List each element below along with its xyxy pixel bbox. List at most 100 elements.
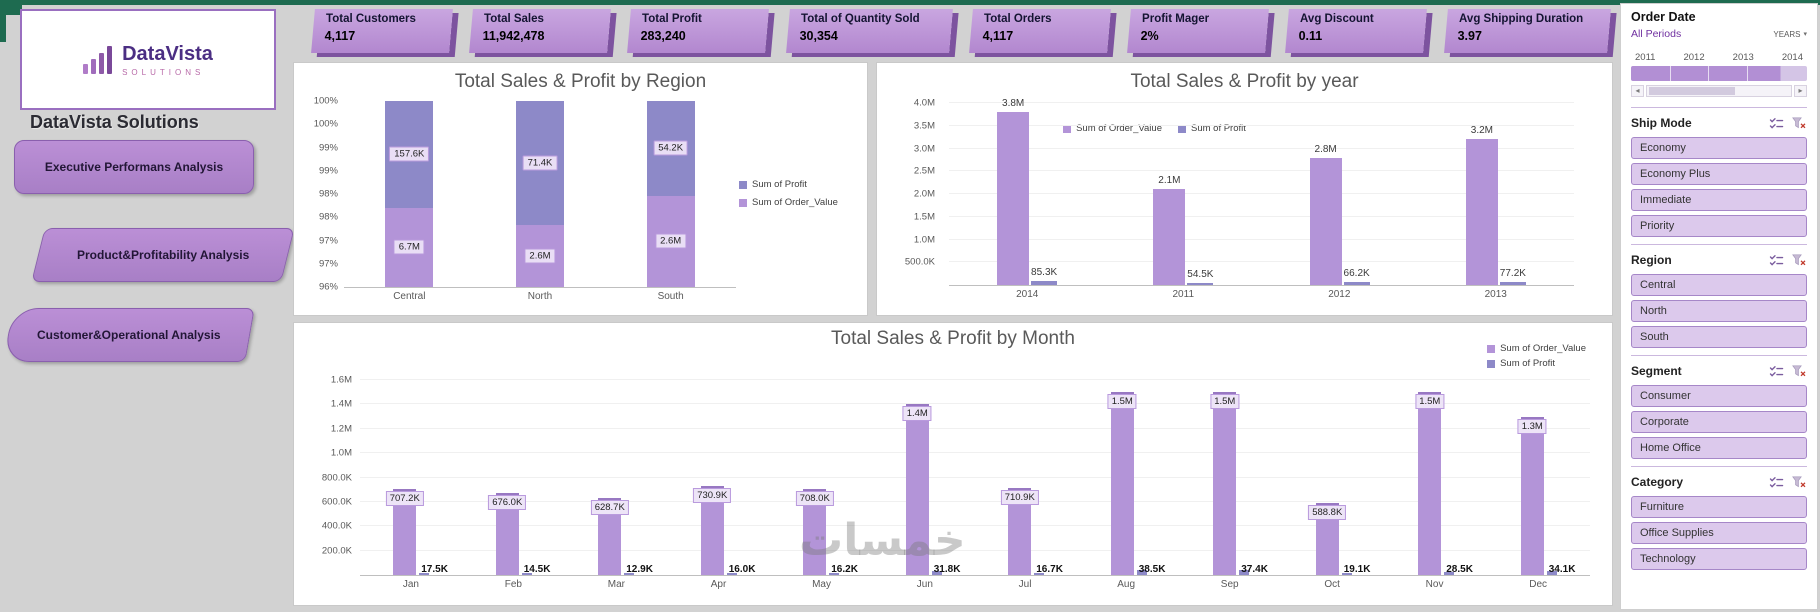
- multi-select-icon[interactable]: [1768, 364, 1785, 379]
- nav-button-executive-performans-analysis[interactable]: Executive Performans Analysis: [14, 140, 254, 194]
- order-value-bar: [1213, 392, 1237, 575]
- month-group-nov: 1.5M 28.5K: [1386, 380, 1486, 575]
- profit-bar: [1239, 570, 1250, 575]
- kpi-label: Avg Discount: [1300, 13, 1375, 25]
- chevron-down-icon: ▾: [1803, 31, 1807, 38]
- timeline-year-label: 2011: [1635, 52, 1656, 63]
- month-group-jan: 707.2K 17.5K: [361, 380, 461, 575]
- nav-button-product-profitability-analysis[interactable]: Product&Profitability Analysis: [31, 228, 295, 282]
- chart-month-title: Total Sales & Profit by Month: [831, 328, 1075, 349]
- slicer-item-office-supplies[interactable]: Office Supplies: [1631, 522, 1807, 544]
- clear-filter-icon[interactable]: [1790, 116, 1807, 131]
- slicer-item-economy[interactable]: Economy: [1631, 137, 1807, 159]
- slicer-item-south[interactable]: South: [1631, 326, 1807, 348]
- scrollbar-thumb[interactable]: [1649, 87, 1736, 95]
- slicer-title: Ship Mode: [1631, 116, 1692, 130]
- clear-filter-icon[interactable]: [1790, 475, 1807, 490]
- timeline-scrollbar[interactable]: ◂ ▸: [1631, 85, 1807, 97]
- multi-select-icon[interactable]: [1768, 475, 1785, 490]
- order-value-bar: [495, 492, 519, 575]
- kpi-card-total-sales: Total Sales 11,942,478: [469, 9, 612, 53]
- slicer-item-home-office[interactable]: Home Office: [1631, 437, 1807, 459]
- slicer-segment: Segment Consumer Corporate Home Office: [1631, 355, 1807, 459]
- legend-swatch: [1487, 344, 1496, 353]
- clear-filter-icon[interactable]: [1790, 364, 1807, 379]
- slicer-item-priority[interactable]: Priority: [1631, 215, 1807, 237]
- order-date-controls: All Periods YEARS ▾: [1631, 28, 1807, 40]
- x-axis-label: 2011: [1172, 289, 1195, 300]
- x-axis-label: May: [812, 579, 831, 590]
- order-value-data-label: 1.5M: [1210, 394, 1240, 410]
- legend-item: Sum of Order_Value: [1487, 343, 1586, 354]
- plot-area: 707.2K 17.5K 676.0K 14.5K 628.7K 12.9K 730.9K 1…: [360, 379, 1590, 576]
- slicer-item-furniture[interactable]: Furniture: [1631, 496, 1807, 518]
- kpi-label: Total of Quantity Sold: [800, 13, 920, 25]
- x-axis-label: Jan: [402, 579, 419, 590]
- timeline-granularity-dropdown[interactable]: YEARS ▾: [1773, 30, 1807, 39]
- gridline: [360, 476, 1590, 478]
- y-axis-tick-label: 97%: [318, 235, 338, 246]
- slicer-item-economy-plus[interactable]: Economy Plus: [1631, 163, 1807, 185]
- kpi-value: 0.11: [1299, 29, 1323, 43]
- x-axis-label: 2012: [1328, 289, 1351, 300]
- multi-select-icon[interactable]: [1768, 253, 1785, 268]
- year-group-2011: 2.1M 54.5K: [1123, 103, 1243, 285]
- gridline: [360, 525, 1590, 527]
- y-axis-tick-label: 98%: [318, 211, 338, 223]
- y-axis-tick-label: 99%: [318, 165, 338, 177]
- slicer-item-immediate[interactable]: Immediate: [1631, 189, 1807, 211]
- y-axis-tick-label: 1.2M: [330, 423, 352, 435]
- gridline: [360, 549, 1590, 551]
- legend-item: Sum of Order_Value: [739, 197, 859, 208]
- multi-select-icon[interactable]: [1768, 116, 1785, 131]
- order-value-data-label: 3.8M: [1002, 98, 1025, 110]
- logo: DataVista SOLUTIONS: [83, 43, 213, 77]
- scroll-left-icon[interactable]: ◂: [1631, 85, 1644, 97]
- year-group-2014: 3.8M 85.3K: [967, 98, 1087, 285]
- chart-region-panel: Total Sales & Profit by Region 96% 97% 97%…: [293, 62, 868, 316]
- scrollbar-track[interactable]: [1646, 85, 1792, 97]
- stacked-bar-south: 54.2K 2.6M: [646, 101, 695, 287]
- slicer-item-consumer[interactable]: Consumer: [1631, 385, 1807, 407]
- slicer-item-technology[interactable]: Technology: [1631, 548, 1807, 570]
- profit-bar: [829, 573, 840, 575]
- profit-data-label: 85.3K: [1031, 267, 1058, 279]
- y-axis-tick-label: 98%: [318, 188, 338, 200]
- profit-bar: [1343, 282, 1370, 285]
- timeline-year-label: 2012: [1683, 52, 1705, 63]
- profit-bar: [1187, 282, 1214, 285]
- x-axis: Central North South: [344, 291, 736, 302]
- kpi-label: Avg Shipping Duration: [1458, 13, 1583, 25]
- order-value-bar: [1110, 392, 1134, 575]
- nav-button-customer-operational-analysis[interactable]: Customer&Operational Analysis: [3, 308, 255, 362]
- scroll-right-icon[interactable]: ▸: [1794, 85, 1807, 97]
- month-group-aug: 1.5M 38.5K: [1079, 380, 1179, 575]
- slicer-region: Region Central North South: [1631, 244, 1807, 348]
- left-green-strip: [0, 0, 6, 42]
- slicer-item-north[interactable]: North: [1631, 300, 1807, 322]
- profit-bar: [1444, 571, 1455, 575]
- order-value-bar: [1153, 189, 1186, 285]
- profit-bar: [1499, 281, 1526, 285]
- profit-data-label: 77.2K: [1499, 267, 1526, 279]
- x-axis-label: 2014: [1016, 289, 1039, 300]
- x-axis-label: Apr: [710, 579, 727, 590]
- order-value-data-label: 730.9K: [693, 487, 732, 503]
- kpi-value: 4,117: [324, 29, 356, 43]
- slicer-item-central[interactable]: Central: [1631, 274, 1807, 296]
- month-group-sep: 1.5M 37.4K: [1181, 380, 1281, 575]
- timeline-selection-bar[interactable]: [1631, 66, 1807, 81]
- gridline: [949, 238, 1574, 240]
- kpi-card-total-customers: Total Customers 4,117: [311, 9, 454, 53]
- profit-data-label: 37.4K: [1241, 564, 1268, 575]
- legend-swatch: [739, 180, 747, 189]
- order-value-bar: [1418, 392, 1442, 575]
- timeline-period-label[interactable]: All Periods: [1631, 28, 1682, 40]
- profit-bar: [1136, 570, 1147, 575]
- x-axis-label: Nov: [1425, 579, 1444, 590]
- kpi-value: 3.97: [1457, 29, 1482, 43]
- plot-area: 3.8M 85.3K 2.1M 54.5K 2.8M 66.2K 3.2M 77.2K: [949, 98, 1574, 286]
- slicer-title: Region: [1631, 253, 1672, 267]
- clear-filter-icon[interactable]: [1790, 253, 1807, 268]
- slicer-item-corporate[interactable]: Corporate: [1631, 411, 1807, 433]
